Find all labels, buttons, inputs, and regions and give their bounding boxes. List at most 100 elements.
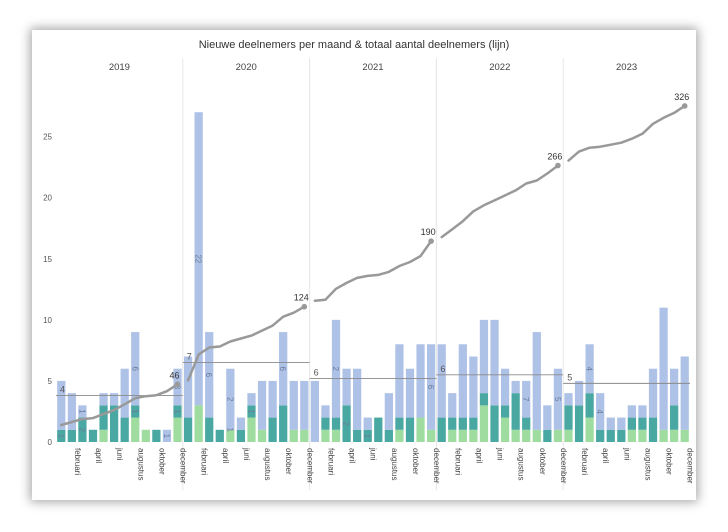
- bar-segment: [57, 380, 66, 430]
- segment-label: 6: [426, 385, 435, 390]
- bar-segment: [99, 405, 108, 430]
- month-label: augustus: [643, 448, 652, 480]
- bar-segment: [479, 319, 489, 394]
- bar-segment: [215, 429, 224, 442]
- cumulative-line: [440, 164, 560, 239]
- segment-label: 1: [77, 409, 86, 414]
- bar-segment: [500, 405, 510, 418]
- bar-segment: [247, 393, 256, 406]
- bar-segment: [226, 368, 235, 430]
- bar-segment: [300, 380, 309, 430]
- bar-segment: [596, 429, 605, 442]
- month-label: december: [179, 448, 188, 484]
- bar-segment: [437, 417, 446, 442]
- month-label: oktober: [538, 448, 547, 475]
- bar-segment: [458, 429, 467, 442]
- bar-segment: [247, 405, 256, 418]
- bar-segment: [321, 405, 330, 418]
- bar-segment: [511, 429, 520, 442]
- bar-segment: [638, 417, 647, 430]
- bar-segment: [585, 393, 594, 418]
- month-label: februari: [200, 448, 209, 475]
- bar-segment: [469, 417, 478, 430]
- month-label: augustus: [517, 448, 526, 480]
- month-label: december: [686, 448, 695, 484]
- segment-label: 1: [246, 409, 255, 414]
- cumulative-label: 326: [674, 92, 689, 102]
- bar-segment: [236, 417, 246, 430]
- year-label: 2020: [236, 62, 257, 73]
- month-label: april: [474, 448, 483, 463]
- bar-segment: [553, 368, 563, 430]
- month-label: december: [559, 448, 568, 484]
- bar-segment: [131, 417, 140, 442]
- segment-label: 6: [278, 366, 287, 371]
- month-label: juni: [622, 447, 631, 461]
- month-label: april: [221, 448, 230, 463]
- bar-segment: [638, 405, 647, 418]
- bar-segment: [109, 393, 119, 406]
- cumulative-point: [555, 162, 561, 169]
- segment-label: 1: [56, 434, 65, 439]
- bar-segment: [289, 380, 298, 430]
- bar-segment: [131, 405, 140, 418]
- bar-segment: [78, 417, 87, 442]
- cumulative-line: [567, 104, 686, 162]
- bar-segment: [448, 429, 457, 442]
- bar-segment: [648, 368, 658, 418]
- bar-segment: [99, 393, 108, 406]
- bar-segment: [670, 429, 679, 442]
- bar-segment: [236, 429, 246, 442]
- bar-segment: [500, 368, 510, 406]
- bar-segment: [226, 429, 235, 442]
- y-tick-label: 0: [48, 438, 53, 447]
- segment-label: 7: [521, 397, 530, 402]
- month-label: oktober: [665, 448, 674, 475]
- bar-segment: [490, 405, 499, 442]
- month-label: oktober: [411, 448, 420, 475]
- cumulative-line: [313, 239, 433, 303]
- month-label: juni: [242, 447, 251, 461]
- month-label: augustus: [390, 448, 399, 480]
- bar-segment: [279, 405, 288, 442]
- bar-segment: [426, 429, 436, 442]
- bar-segment: [680, 356, 689, 430]
- bar-segment: [331, 319, 341, 418]
- bar-segment: [321, 417, 330, 430]
- month-label: juni: [496, 447, 505, 461]
- bar-segment: [120, 368, 129, 418]
- segment-label: 2: [331, 366, 340, 371]
- cumulative-label: 46: [170, 370, 180, 380]
- year-label: 2023: [616, 62, 637, 73]
- month-label: oktober: [157, 448, 166, 475]
- bar-segment: [564, 405, 573, 430]
- bar-segment: [574, 405, 584, 442]
- segment-label: 1: [162, 434, 171, 439]
- segment-label: 5: [553, 397, 562, 402]
- bar-segment: [131, 332, 140, 406]
- bar-segment: [141, 429, 150, 442]
- bar-segment: [564, 393, 573, 406]
- bar-segment: [522, 380, 531, 418]
- month-label: oktober: [284, 448, 293, 475]
- chart-title: Nieuwe deelnemers per maand & totaal aan…: [199, 39, 510, 51]
- bar-segment: [426, 344, 436, 430]
- bar-segment: [606, 417, 615, 430]
- bar-segment: [617, 417, 626, 430]
- segment-label: 6: [130, 366, 139, 371]
- bar-segment: [67, 393, 76, 430]
- cumulative-label: 124: [294, 293, 309, 303]
- bar-segment: [67, 429, 76, 442]
- bar-segment: [257, 429, 267, 442]
- year-label: 2021: [362, 62, 383, 73]
- chart-card: Nieuwe deelnemers per maand & totaal aan…: [32, 30, 696, 500]
- bar-segment: [268, 380, 277, 418]
- bar-segment: [670, 368, 679, 406]
- bar-segment: [617, 429, 626, 442]
- bar-segment: [532, 429, 541, 442]
- bar-segment: [88, 429, 98, 442]
- bar-segment: [532, 332, 541, 430]
- bar-segment: [78, 405, 87, 418]
- month-label: februari: [73, 448, 82, 475]
- bar-segment: [268, 417, 277, 442]
